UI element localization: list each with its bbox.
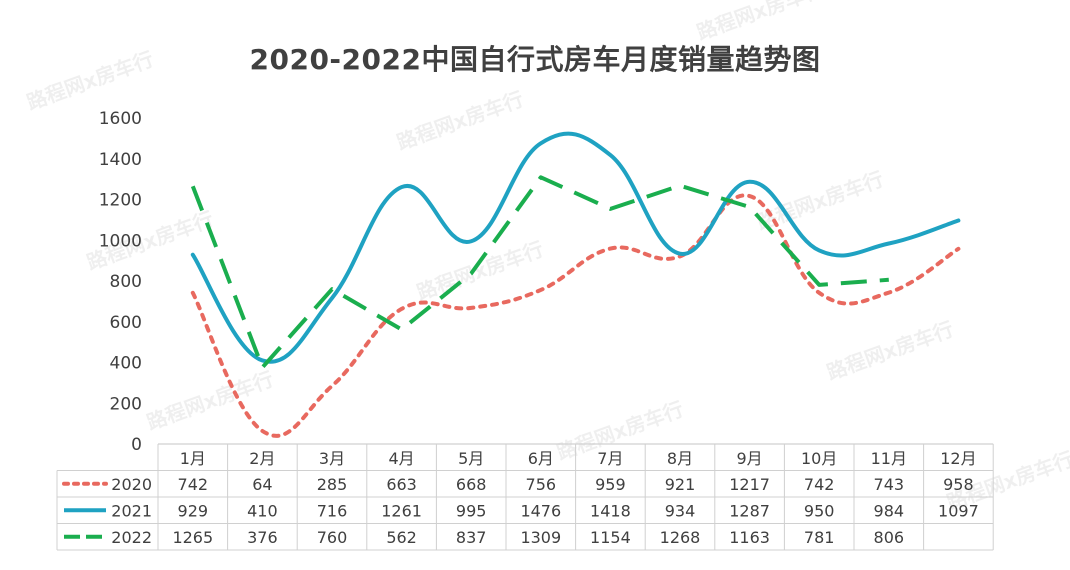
y-tick-label: 200 (110, 394, 142, 414)
data-label-2020: 959 (595, 475, 626, 494)
x-tick-label: 12月 (940, 449, 976, 468)
series-line-2021 (190, 131, 961, 364)
data-label-2020: 1217 (729, 475, 770, 494)
y-tick-label: 1200 (99, 191, 142, 211)
data-label-2021: 410 (247, 501, 278, 520)
y-tick-label: 600 (110, 313, 142, 333)
data-label-2020: 663 (386, 475, 417, 494)
watermark-text: 路程网x房车行 (394, 87, 527, 155)
x-tick-label: 7月 (597, 449, 623, 468)
data-label-2022: 806 (874, 528, 905, 547)
data-label-2022: 760 (317, 528, 348, 547)
data-label-2021: 929 (178, 501, 209, 520)
x-tick-label: 4月 (389, 449, 415, 468)
legend-label-2021: 2021 (111, 501, 152, 520)
data-label-2022: 376 (247, 528, 278, 547)
x-tick-label: 11月 (871, 449, 907, 468)
data-label-2021: 1287 (729, 501, 770, 520)
x-tick-label: 1月 (180, 449, 206, 468)
data-label-2021: 716 (317, 501, 348, 520)
watermark-text: 路程网x房车行 (824, 317, 957, 385)
series-line-2022 (190, 175, 889, 370)
y-tick-label: 800 (110, 272, 142, 292)
chart-title: 2020-2022中国自行式房车月度销量趋势图 (249, 43, 821, 76)
x-tick-label: 6月 (528, 449, 554, 468)
x-tick-label: 5月 (458, 449, 484, 468)
data-label-2022: 1309 (520, 528, 561, 547)
x-tick-label: 8月 (667, 449, 693, 468)
data-label-2021: 1476 (520, 501, 561, 520)
x-tick-label: 3月 (319, 449, 345, 468)
y-tick-label: 1000 (99, 231, 142, 251)
data-label-2020: 921 (665, 475, 696, 494)
x-tick-label: 10月 (801, 449, 837, 468)
data-label-2022: 1265 (172, 528, 213, 547)
data-label-2021: 1097 (938, 501, 979, 520)
data-label-2022: 781 (804, 528, 835, 547)
data-label-2021: 995 (456, 501, 487, 520)
data-label-2020: 285 (317, 475, 348, 494)
data-label-2020: 742 (178, 475, 209, 494)
data-label-2021: 984 (874, 501, 905, 520)
data-label-2020: 64 (252, 475, 272, 494)
data-label-2021: 934 (665, 501, 696, 520)
data-label-2022: 1163 (729, 528, 770, 547)
legend-label-2022: 2022 (111, 528, 152, 547)
data-label-2022: 837 (456, 528, 487, 547)
data-label-2022: 562 (386, 528, 417, 547)
data-label-2022: 1268 (660, 528, 701, 547)
data-label-2021: 1418 (590, 501, 631, 520)
x-tick-label: 2月 (249, 449, 275, 468)
data-label-2020: 743 (874, 475, 905, 494)
y-tick-label: 1600 (99, 109, 142, 129)
y-tick-label: 0 (131, 435, 142, 455)
watermark-text: 路程网x房车行 (694, 0, 827, 45)
series-line-2020 (190, 193, 961, 438)
watermark-text: 路程网x房车行 (754, 167, 887, 235)
data-label-2020: 756 (526, 475, 557, 494)
data-label-2020: 742 (804, 475, 835, 494)
y-tick-label: 1400 (99, 150, 142, 170)
y-tick-label: 400 (110, 354, 142, 374)
data-label-2020: 958 (943, 475, 974, 494)
legend-label-2020: 2020 (111, 475, 152, 494)
data-label-2022: 1154 (590, 528, 631, 547)
watermark-text: 路程网x房车行 (24, 47, 157, 115)
data-label-2021: 1261 (381, 501, 422, 520)
data-label-2021: 950 (804, 501, 835, 520)
data-label-2020: 668 (456, 475, 487, 494)
x-tick-label: 9月 (737, 449, 763, 468)
